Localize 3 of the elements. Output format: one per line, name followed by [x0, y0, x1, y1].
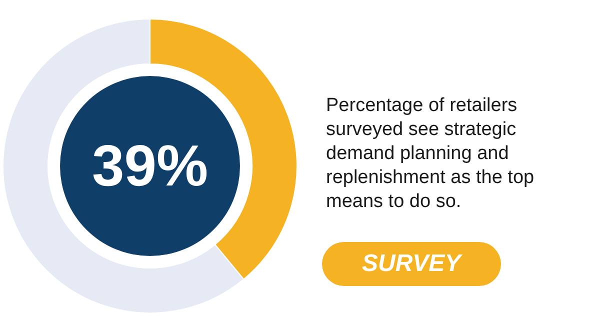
text: SURVEY — [322, 242, 501, 286]
text: Percentage of retailers surveyed see strategic demand planning and replenishment as the top means to do so. — [326, 94, 536, 214]
data-label: 39% — [92, 134, 208, 198]
